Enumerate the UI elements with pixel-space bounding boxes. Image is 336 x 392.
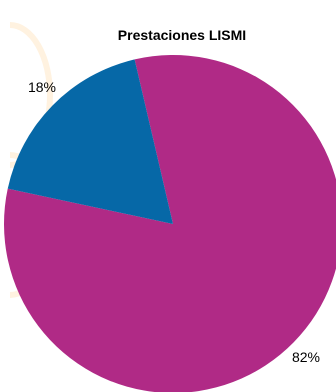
pie-slice [4, 55, 336, 392]
chart-title: Prestaciones LISMI [118, 27, 246, 43]
pie-slice [7, 59, 174, 224]
pie-slices [4, 55, 336, 392]
slice-label: 82% [292, 349, 320, 365]
slice-label: 18% [28, 79, 56, 95]
pie-labels: 82% 18% [28, 79, 320, 365]
